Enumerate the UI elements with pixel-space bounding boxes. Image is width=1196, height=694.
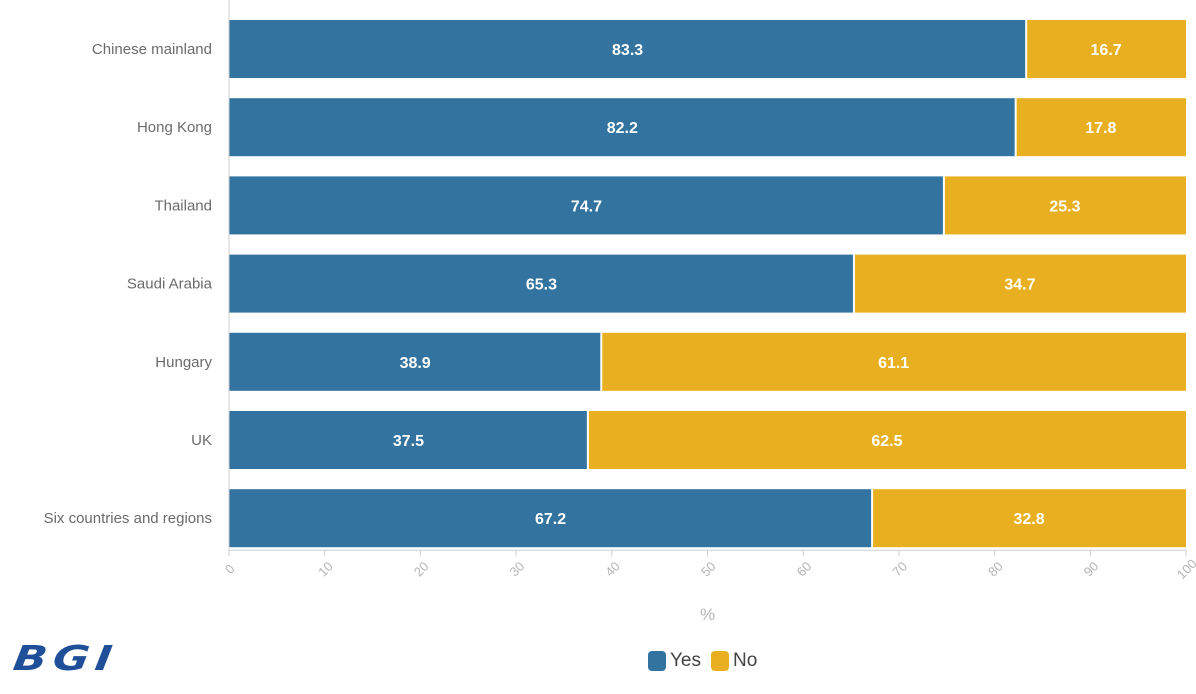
bar-yes-hungary <box>229 332 602 391</box>
data-label-yes-uk: 37.5 <box>393 433 424 450</box>
legend-item-no[interactable]: No <box>711 650 757 672</box>
chart-legend: Yes No <box>648 650 761 672</box>
x-tick-label: 20 <box>411 559 432 580</box>
x-tick-label: 10 <box>315 559 336 580</box>
data-label-no-saudi-arabia: 34.7 <box>1004 277 1035 294</box>
x-tick-label: 100 <box>1174 556 1196 582</box>
category-label-thailand: Thailand <box>154 197 212 214</box>
x-tick-label: 50 <box>698 559 719 580</box>
bgi-logo: BGI <box>10 638 121 679</box>
legend-swatch-no <box>711 651 729 671</box>
x-tick-label: 40 <box>602 559 623 580</box>
data-label-yes-saudi-arabia: 65.3 <box>526 277 557 294</box>
data-label-yes-chinese-mainland: 83.3 <box>612 42 643 59</box>
data-label-yes-six-countries-and-regions: 67.2 <box>535 511 566 528</box>
category-label-uk: UK <box>191 432 212 449</box>
bar-yes-saudi-arabia <box>229 254 854 313</box>
data-label-no-hungary: 61.1 <box>878 355 909 372</box>
bar-no-saudi-arabia <box>853 254 1186 313</box>
data-label-no-uk: 62.5 <box>871 433 902 450</box>
data-label-no-thailand: 25.3 <box>1049 198 1080 215</box>
x-tick-label: 80 <box>985 559 1006 580</box>
legend-item-yes[interactable]: Yes <box>648 650 701 672</box>
bar-no-thailand <box>943 176 1186 235</box>
category-label-hungary: Hungary <box>155 354 212 371</box>
x-tick-label: 90 <box>1081 559 1102 580</box>
legend-label-no: No <box>733 650 758 671</box>
x-tick-label: 70 <box>889 559 910 580</box>
category-label-chinese-mainland: Chinese mainland <box>92 41 212 58</box>
bar-yes-chinese-mainland <box>229 20 1027 78</box>
data-label-no-hong-kong: 17.8 <box>1085 120 1116 137</box>
bar-no-chinese-mainland <box>1026 20 1186 78</box>
legend-label-yes: Yes <box>670 650 701 671</box>
category-label-hong-kong: Hong Kong <box>137 119 212 136</box>
data-label-yes-hong-kong: 82.2 <box>607 120 638 137</box>
data-label-no-six-countries-and-regions: 32.8 <box>1013 511 1044 528</box>
bar-no-six-countries-and-regions <box>872 489 1186 548</box>
x-axis-title: % <box>700 605 715 624</box>
bar-no-hungary <box>601 332 1186 391</box>
bar-yes-thailand <box>229 176 944 235</box>
bar-yes-six-countries-and-regions <box>229 489 873 548</box>
legend-swatch-yes <box>648 651 666 671</box>
data-label-yes-hungary: 38.9 <box>400 355 431 372</box>
x-tick-label: 0 <box>222 561 238 577</box>
bar-yes-hong-kong <box>229 98 1016 157</box>
data-label-yes-thailand: 74.7 <box>571 198 602 215</box>
x-tick-label: 30 <box>506 559 527 580</box>
bar-no-uk <box>587 411 1186 469</box>
bar-no-hong-kong <box>1015 98 1186 157</box>
category-label-six-countries-and-regions: Six countries and regions <box>44 510 212 527</box>
category-label-saudi-arabia: Saudi Arabia <box>127 276 213 293</box>
data-label-no-chinese-mainland: 16.7 <box>1091 42 1122 59</box>
bar-yes-uk <box>229 411 588 469</box>
x-tick-label: 60 <box>794 559 815 580</box>
stacked-bar-chart: Chinese mainland 83.3 16.7 Hong Kong 82.2 17.… <box>44 0 1196 624</box>
